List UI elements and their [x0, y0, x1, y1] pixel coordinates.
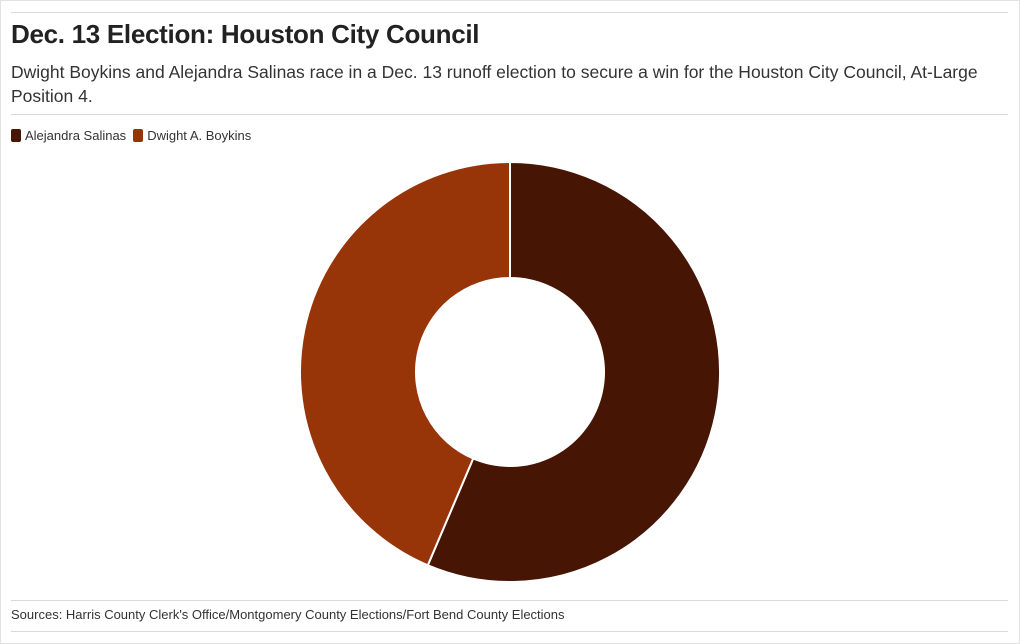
- header-divider: [11, 114, 1008, 115]
- legend-swatch: [133, 129, 144, 142]
- top-rule: [11, 12, 1008, 13]
- bottom-rule: [11, 631, 1008, 632]
- source-note: Sources: Harris County Clerk's Office/Mo…: [11, 607, 565, 622]
- legend-item: Dwight A. Boykins: [133, 128, 251, 143]
- legend-label: Dwight A. Boykins: [147, 128, 252, 143]
- legend: Alejandra Salinas Dwight A. Boykins: [11, 128, 258, 143]
- legend-swatch: [11, 129, 21, 142]
- donut-slice-dwight-a-boykins[interactable]: [299, 161, 511, 567]
- legend-label: Alejandra Salinas: [25, 128, 127, 143]
- chart-title: Dec. 13 Election: Houston City Council: [11, 19, 480, 49]
- donut-slice-alejandra-salinas[interactable]: [426, 161, 721, 583]
- chart-subtitle: Dwight Boykins and Alejandra Salinas rac…: [11, 62, 978, 106]
- donut-chart: [299, 161, 721, 583]
- footer-divider: [11, 600, 1008, 601]
- legend-item: Alejandra Salinas: [11, 128, 126, 143]
